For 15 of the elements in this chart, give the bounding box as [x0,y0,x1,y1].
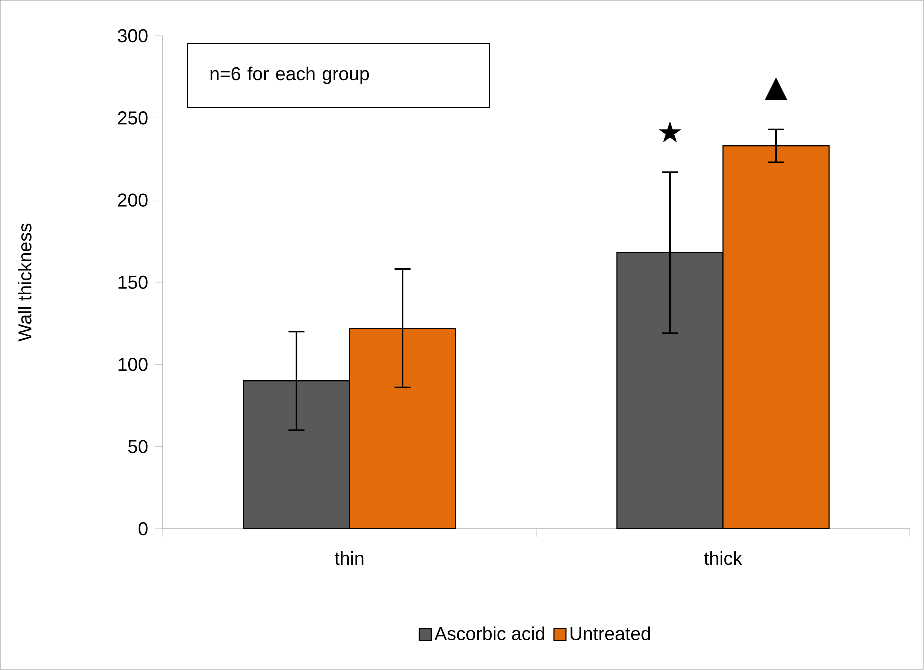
y-tick-label: 50 [128,440,148,454]
annotation: ★ [658,121,682,143]
y-axis-title: Wall thickness [18,224,32,342]
legend-label: Untreated [570,626,650,641]
y-tick-label: 250 [118,112,148,125]
annotation: ▲ [765,78,788,100]
y-tick-label: 150 [118,276,148,290]
legend-label: Ascorbic acid [434,626,544,641]
x-tick-label: thin [335,551,364,566]
annotation: n=6 for each group [210,66,370,84]
y-tick-label: 300 [118,29,148,43]
y-tick-label: 0 [138,522,148,536]
x-tick-label: thick [704,551,742,566]
y-tick-label: 100 [118,358,148,372]
y-tick-label: 200 [118,194,148,207]
